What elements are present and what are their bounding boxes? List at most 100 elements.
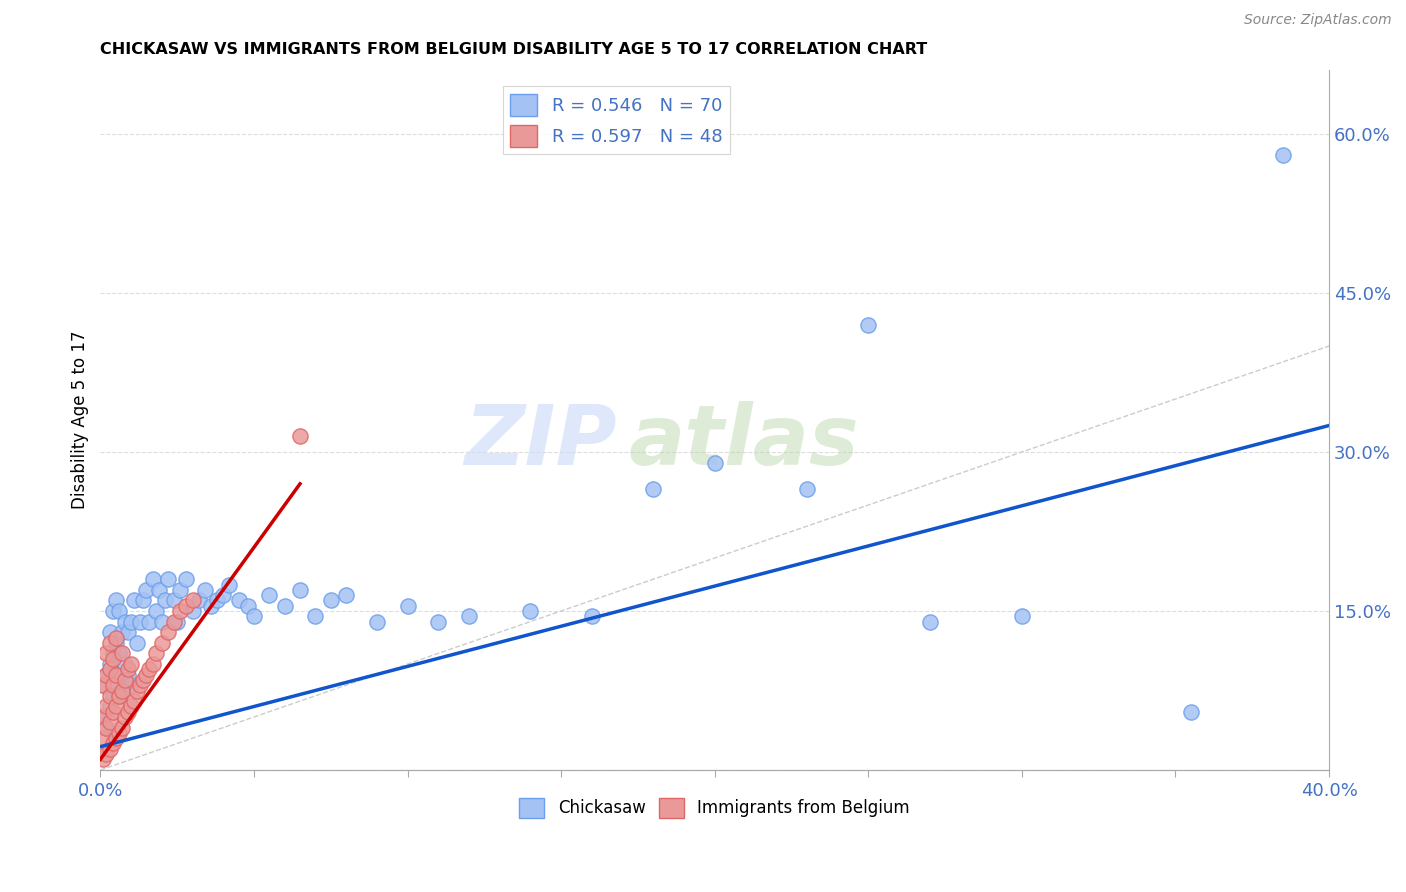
Point [243,609,266,624]
Point [142,657,165,671]
Text: CHICKASAW VS IMMIGRANTS FROM BELGIUM DISABILITY AGE 5 TO 17 CORRELATION CHART: CHICKASAW VS IMMIGRANTS FROM BELGIUM DIS… [100,42,928,57]
Point [194,582,217,597]
Point [187,593,209,607]
Point [1271,148,1294,162]
Point [169,604,191,618]
Point [166,615,188,629]
Y-axis label: Disability Age 5 to 17: Disability Age 5 to 17 [72,331,89,509]
Point [117,667,139,681]
Point [212,588,235,602]
Point [858,318,880,332]
Point [259,588,281,602]
Point [396,599,419,613]
Point [304,609,326,624]
Point [107,604,129,618]
Point [122,694,145,708]
Text: Source: ZipAtlas.com: Source: ZipAtlas.com [1244,13,1392,28]
Point [101,689,124,703]
Point [643,482,665,496]
Point [156,572,179,586]
Point [93,710,115,724]
Point [101,604,124,618]
Point [101,647,124,661]
Point [127,636,149,650]
Point [111,721,134,735]
Point [93,731,115,746]
Text: atlas: atlas [628,401,859,482]
Point [104,699,127,714]
Point [96,747,118,761]
Point [98,662,121,676]
Point [98,715,121,730]
Point [120,615,142,629]
Point [93,752,115,766]
Text: ZIP: ZIP [464,401,616,482]
Point [796,482,818,496]
Point [153,593,176,607]
Point [101,705,124,719]
Point [120,699,142,714]
Point [135,582,157,597]
Point [181,604,204,618]
Point [135,667,157,681]
Point [519,604,541,618]
Point [114,673,136,687]
Point [236,599,259,613]
Point [918,615,941,629]
Point [104,636,127,650]
Point [104,631,127,645]
Point [1180,705,1202,719]
Point [107,647,129,661]
Point [132,593,155,607]
Point [129,615,152,629]
Point [107,689,129,703]
Point [145,647,167,661]
Point [114,657,136,671]
Point [218,577,240,591]
Point [98,657,121,671]
Point [200,599,222,613]
Point [142,572,165,586]
Point [205,593,228,607]
Point [96,647,118,661]
Legend: Chickasaw, Immigrants from Belgium: Chickasaw, Immigrants from Belgium [513,791,917,824]
Point [114,710,136,724]
Point [107,689,129,703]
Point [117,662,139,676]
Point [176,599,198,613]
Point [104,731,127,746]
Point [111,625,134,640]
Point [104,678,127,692]
Point [98,689,121,703]
Point [120,678,142,692]
Point [98,625,121,640]
Point [93,678,115,692]
Point [117,625,139,640]
Point [111,647,134,661]
Point [335,588,357,602]
Point [114,615,136,629]
Point [138,615,160,629]
Point [288,429,311,443]
Point [111,683,134,698]
Point [319,593,342,607]
Point [163,615,186,629]
Point [273,599,295,613]
Point [150,615,173,629]
Point [120,657,142,671]
Point [101,678,124,692]
Point [104,667,127,681]
Point [427,615,450,629]
Point [96,721,118,735]
Point [1011,609,1033,624]
Point [98,636,121,650]
Point [181,593,204,607]
Point [145,604,167,618]
Point [93,710,115,724]
Point [581,609,603,624]
Point [156,625,179,640]
Point [117,705,139,719]
Point [288,582,311,597]
Point [122,593,145,607]
Point [96,721,118,735]
